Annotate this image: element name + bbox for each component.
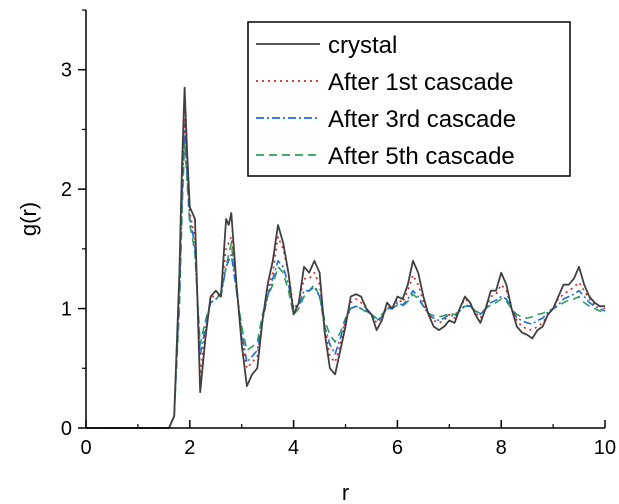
legend-label-3: After 5th cascade [328, 143, 515, 170]
y-tick-label: 2 [61, 179, 72, 201]
legend-label-2: After 3rd cascade [328, 106, 516, 133]
y-axis-title: g(r) [16, 202, 41, 236]
legend: crystal After 1st cascade After 3rd cascad… [247, 21, 571, 177]
legend-label-1: After 1st cascade [328, 69, 513, 96]
y-tick-label: 3 [61, 60, 72, 82]
series-line-3 [86, 140, 606, 429]
series-line-1 [86, 116, 606, 429]
x-axis-title: r [342, 480, 349, 504]
x-tick-label: 6 [392, 437, 403, 459]
series-layer [86, 86, 606, 429]
x-tick-label: 2 [184, 437, 195, 459]
y-tick-label: 0 [61, 418, 72, 440]
ticks: 0 2 4 6 8 10 0 1 2 3 [61, 9, 616, 459]
x-tick-label: 0 [80, 437, 91, 459]
series-line-0 [86, 86, 605, 429]
y-tick-label: 1 [61, 299, 72, 321]
legend-label-0: crystal [328, 32, 397, 59]
x-tick-label: 8 [496, 437, 507, 459]
legend-box [247, 21, 571, 177]
x-tick-label: 10 [594, 437, 616, 459]
x-tick-label: 4 [288, 437, 299, 459]
